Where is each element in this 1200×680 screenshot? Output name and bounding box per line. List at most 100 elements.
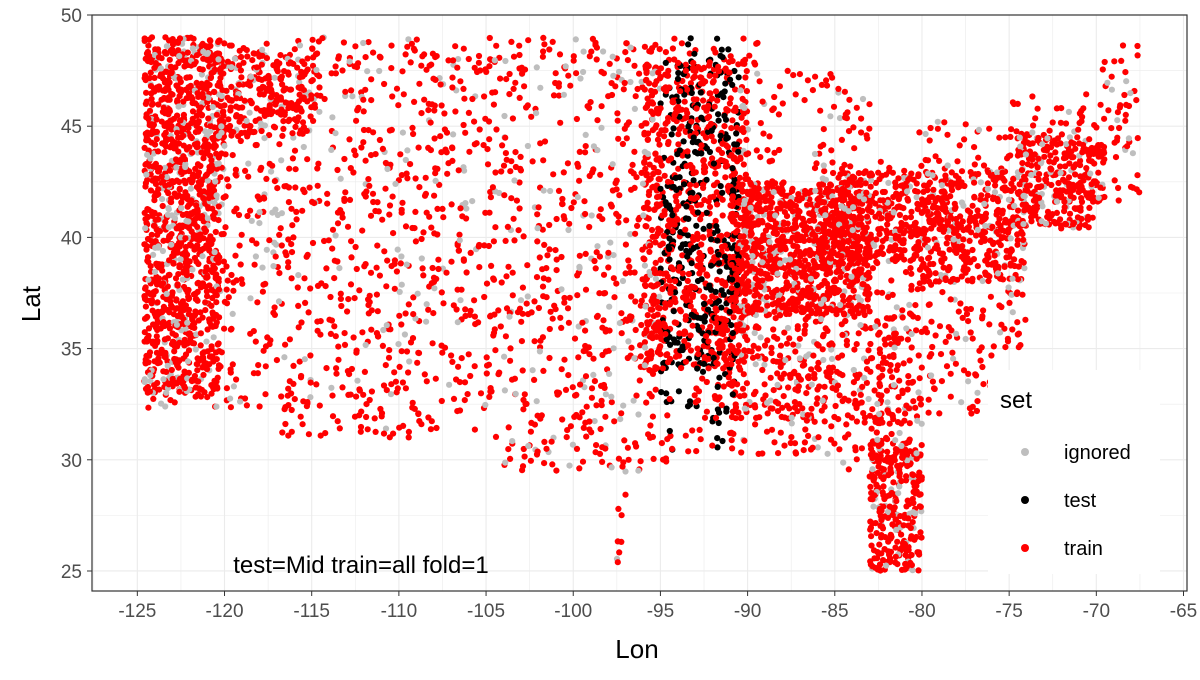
point-train — [966, 405, 974, 412]
point-train — [153, 136, 160, 143]
point-train — [484, 146, 491, 153]
point-train — [457, 78, 464, 85]
point-train — [456, 231, 463, 238]
point-train — [180, 98, 187, 105]
point-train — [776, 352, 784, 359]
point-train — [455, 247, 462, 254]
point-train — [212, 228, 219, 236]
point-train — [670, 99, 677, 106]
point-train — [535, 204, 542, 211]
point-ignored — [394, 246, 401, 253]
point-train — [936, 323, 944, 330]
point-ignored — [896, 429, 903, 437]
point-train — [1133, 97, 1140, 104]
point-train — [523, 400, 530, 407]
point-train — [637, 302, 644, 309]
point-train — [434, 231, 441, 238]
point-ignored — [392, 180, 399, 187]
point-train — [281, 406, 288, 413]
point-train — [243, 402, 250, 409]
point-train — [1091, 122, 1098, 129]
point-train — [285, 432, 292, 439]
point-test — [674, 75, 682, 82]
point-train — [433, 275, 440, 282]
point-train — [918, 442, 925, 449]
point-train — [644, 319, 651, 326]
point-train — [531, 421, 539, 428]
point-train — [224, 176, 231, 183]
point-ignored — [616, 320, 624, 327]
point-train — [144, 243, 151, 250]
point-train — [766, 133, 773, 140]
point-train — [190, 35, 197, 42]
point-train — [583, 403, 590, 410]
point-train — [402, 310, 409, 317]
point-ignored — [405, 36, 412, 43]
point-train — [599, 324, 606, 331]
point-ignored — [517, 297, 525, 304]
point-train — [1124, 143, 1131, 150]
point-train — [316, 84, 323, 91]
point-train — [904, 386, 911, 393]
point-train — [597, 171, 604, 178]
point-train — [529, 158, 536, 165]
point-train — [427, 119, 434, 126]
point-train — [889, 291, 896, 298]
point-train — [460, 85, 467, 92]
point-train — [300, 94, 307, 101]
point-test — [703, 145, 711, 152]
point-train — [249, 237, 256, 244]
point-train — [949, 349, 956, 356]
point-train — [593, 56, 600, 63]
point-train — [309, 77, 316, 84]
point-train — [161, 122, 168, 129]
point-train — [163, 296, 170, 303]
point-ignored — [569, 441, 577, 448]
point-train — [829, 159, 836, 166]
point-train — [244, 212, 251, 220]
point-ignored — [560, 91, 568, 98]
point-train — [633, 392, 640, 399]
point-ignored — [246, 109, 253, 116]
point-train — [431, 192, 438, 199]
point-train — [705, 113, 713, 120]
point-test — [680, 181, 688, 188]
point-train — [155, 168, 162, 175]
point-train — [347, 391, 354, 398]
point-ignored — [737, 87, 744, 94]
point-ignored — [192, 346, 199, 353]
point-test — [700, 225, 707, 232]
point-train — [902, 214, 909, 221]
point-test — [657, 185, 664, 192]
point-train — [299, 73, 306, 80]
point-ignored — [606, 370, 613, 377]
point-train — [147, 171, 154, 178]
point-train — [570, 57, 577, 64]
point-train — [322, 430, 329, 437]
point-train — [632, 230, 639, 237]
point-train — [628, 293, 635, 300]
point-train — [946, 246, 953, 253]
point-train — [618, 330, 625, 337]
point-train — [657, 351, 664, 358]
point-ignored — [231, 55, 238, 62]
point-train — [907, 265, 914, 272]
point-train — [558, 324, 565, 331]
point-train — [199, 314, 206, 321]
point-train — [676, 264, 683, 271]
point-train — [629, 161, 636, 168]
point-train — [858, 129, 865, 136]
point-train — [152, 46, 159, 53]
point-train — [168, 366, 175, 374]
point-train — [422, 174, 429, 181]
point-train — [565, 72, 572, 79]
point-train — [238, 53, 245, 61]
point-train — [415, 144, 422, 151]
point-test — [684, 253, 691, 260]
point-train — [161, 336, 168, 343]
point-train — [166, 233, 173, 240]
point-train — [899, 307, 906, 314]
point-train — [768, 426, 776, 433]
point-train — [438, 102, 445, 109]
point-train — [527, 428, 535, 435]
